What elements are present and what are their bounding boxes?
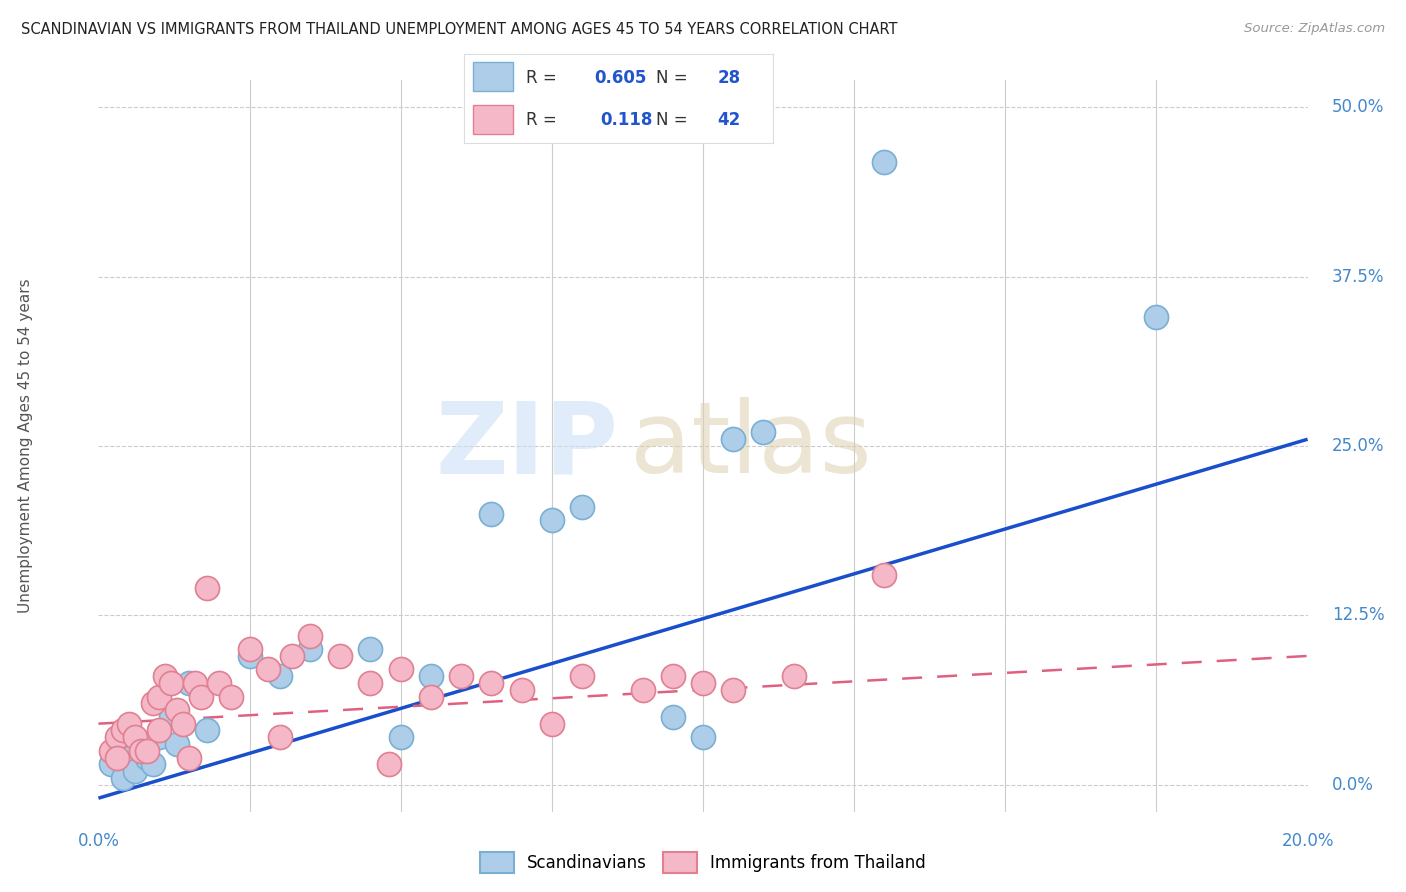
Point bbox=[195, 581, 218, 595]
Point bbox=[389, 730, 412, 744]
Point bbox=[723, 682, 745, 697]
Point bbox=[118, 716, 141, 731]
Bar bbox=[474, 105, 513, 134]
Point bbox=[129, 744, 152, 758]
Text: N =: N = bbox=[655, 70, 693, 87]
Text: N =: N = bbox=[655, 111, 693, 128]
Point bbox=[299, 642, 322, 657]
Point bbox=[148, 723, 170, 738]
Point bbox=[692, 730, 714, 744]
Point bbox=[190, 690, 212, 704]
Point bbox=[571, 669, 593, 683]
Point bbox=[631, 682, 654, 697]
Point bbox=[420, 669, 443, 683]
Text: 50.0%: 50.0% bbox=[1331, 98, 1384, 116]
Point bbox=[360, 642, 382, 657]
Point bbox=[124, 730, 146, 744]
Point bbox=[239, 648, 262, 663]
Point bbox=[510, 682, 533, 697]
Point bbox=[782, 669, 804, 683]
Point bbox=[179, 750, 201, 764]
Point bbox=[160, 710, 183, 724]
Point bbox=[179, 676, 201, 690]
Point bbox=[111, 771, 134, 785]
Point bbox=[105, 750, 128, 764]
Point bbox=[540, 716, 562, 731]
Point bbox=[166, 703, 188, 717]
Point bbox=[661, 710, 683, 724]
Text: 37.5%: 37.5% bbox=[1331, 268, 1385, 285]
Text: 0.0%: 0.0% bbox=[1331, 776, 1374, 794]
Text: Source: ZipAtlas.com: Source: ZipAtlas.com bbox=[1244, 22, 1385, 36]
Point bbox=[148, 690, 170, 704]
Point bbox=[450, 669, 472, 683]
Text: Unemployment Among Ages 45 to 54 years: Unemployment Among Ages 45 to 54 years bbox=[18, 278, 34, 614]
Point bbox=[129, 737, 152, 751]
Point bbox=[184, 676, 207, 690]
Point bbox=[142, 697, 165, 711]
Point bbox=[221, 690, 243, 704]
Point bbox=[360, 676, 382, 690]
Point bbox=[105, 744, 128, 758]
Point bbox=[873, 154, 896, 169]
Point bbox=[873, 567, 896, 582]
Point bbox=[105, 730, 128, 744]
Point bbox=[135, 744, 157, 758]
Point bbox=[111, 723, 134, 738]
Point bbox=[481, 676, 503, 690]
Text: 0.605: 0.605 bbox=[593, 70, 647, 87]
Point bbox=[269, 730, 291, 744]
Text: R =: R = bbox=[526, 111, 567, 128]
Text: 12.5%: 12.5% bbox=[1331, 607, 1385, 624]
Point bbox=[100, 757, 122, 772]
Point bbox=[148, 730, 170, 744]
Point bbox=[377, 757, 399, 772]
Point bbox=[239, 642, 262, 657]
Point bbox=[299, 629, 322, 643]
Point bbox=[481, 507, 503, 521]
Point bbox=[269, 669, 291, 683]
Bar bbox=[474, 62, 513, 91]
Point bbox=[571, 500, 593, 514]
Text: 0.0%: 0.0% bbox=[77, 832, 120, 850]
Point bbox=[420, 690, 443, 704]
Point bbox=[124, 764, 146, 778]
Text: atlas: atlas bbox=[630, 398, 872, 494]
Text: 42: 42 bbox=[717, 111, 741, 128]
Point bbox=[752, 425, 775, 440]
Point bbox=[256, 663, 278, 677]
Point bbox=[661, 669, 683, 683]
Text: ZIP: ZIP bbox=[436, 398, 619, 494]
Point bbox=[160, 676, 183, 690]
Text: SCANDINAVIAN VS IMMIGRANTS FROM THAILAND UNEMPLOYMENT AMONG AGES 45 TO 54 YEARS : SCANDINAVIAN VS IMMIGRANTS FROM THAILAND… bbox=[21, 22, 897, 37]
Point bbox=[540, 514, 562, 528]
Point bbox=[281, 648, 304, 663]
Text: 28: 28 bbox=[717, 70, 741, 87]
Point bbox=[329, 648, 352, 663]
Point bbox=[118, 750, 141, 764]
Point bbox=[208, 676, 231, 690]
Point bbox=[1144, 310, 1167, 325]
Legend: Scandinavians, Immigrants from Thailand: Scandinavians, Immigrants from Thailand bbox=[474, 846, 932, 880]
Text: 25.0%: 25.0% bbox=[1331, 437, 1385, 455]
Point bbox=[723, 432, 745, 446]
Point bbox=[389, 663, 412, 677]
Point bbox=[135, 750, 157, 764]
Point bbox=[692, 676, 714, 690]
Text: R =: R = bbox=[526, 70, 562, 87]
Point bbox=[195, 723, 218, 738]
Text: 20.0%: 20.0% bbox=[1281, 832, 1334, 850]
Point bbox=[153, 669, 176, 683]
Point bbox=[142, 757, 165, 772]
Point bbox=[166, 737, 188, 751]
Point bbox=[100, 744, 122, 758]
Text: 0.118: 0.118 bbox=[600, 111, 652, 128]
Point bbox=[172, 716, 194, 731]
